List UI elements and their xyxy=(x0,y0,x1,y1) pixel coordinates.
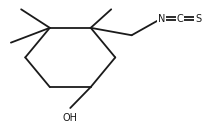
Text: S: S xyxy=(195,14,201,24)
Text: N: N xyxy=(158,14,165,24)
Text: OH: OH xyxy=(63,113,78,123)
Text: C: C xyxy=(176,14,183,24)
